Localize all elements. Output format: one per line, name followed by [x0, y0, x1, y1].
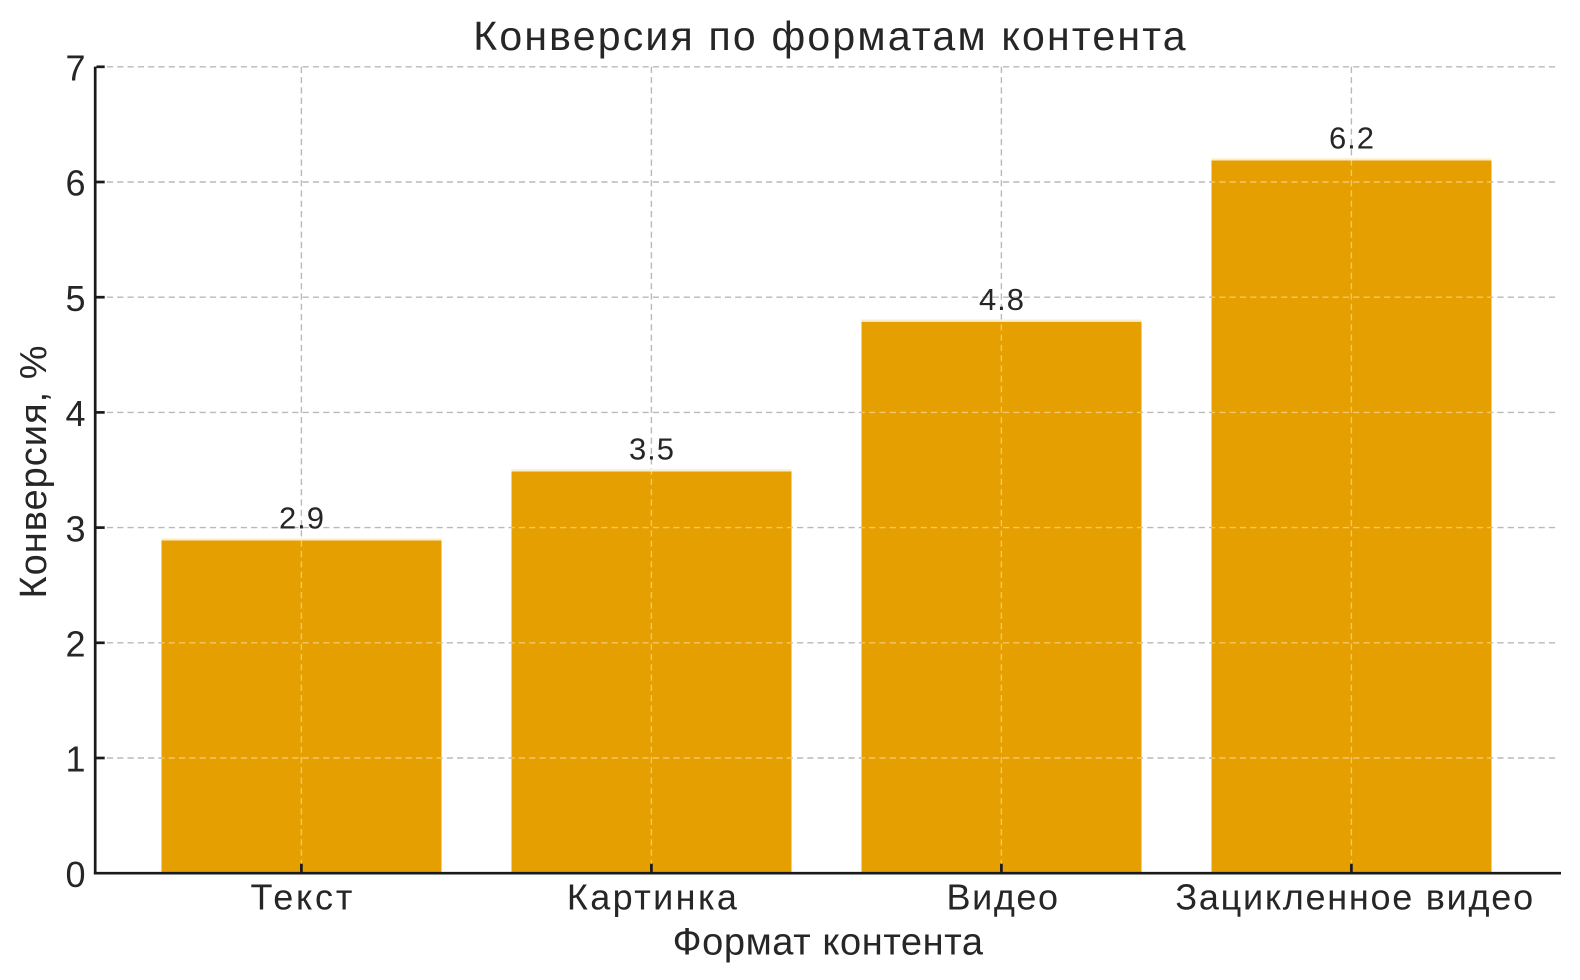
svg-text:Текст: Текст — [250, 877, 355, 918]
svg-text:6: 6 — [65, 163, 85, 204]
svg-text:0: 0 — [65, 854, 85, 895]
svg-text:2: 2 — [65, 624, 85, 665]
svg-text:3: 3 — [65, 508, 85, 549]
svg-text:Формат контента: Формат контента — [673, 922, 984, 964]
svg-text:3.5: 3.5 — [629, 432, 675, 467]
svg-text:4.8: 4.8 — [979, 282, 1025, 317]
svg-text:6.2: 6.2 — [1329, 121, 1375, 156]
svg-text:5: 5 — [65, 278, 85, 319]
svg-text:Конверсия по форматам контента: Конверсия по форматам контента — [473, 13, 1188, 59]
svg-text:2.9: 2.9 — [279, 501, 325, 536]
svg-text:Зацикленное видео: Зацикленное видео — [1175, 877, 1535, 918]
svg-text:7: 7 — [65, 48, 85, 89]
svg-text:Картинка: Картинка — [567, 877, 739, 918]
svg-text:1: 1 — [65, 739, 85, 780]
svg-text:4: 4 — [65, 393, 85, 434]
svg-text:Конверсия, %: Конверсия, % — [13, 345, 55, 599]
svg-text:Видео: Видео — [947, 877, 1060, 918]
